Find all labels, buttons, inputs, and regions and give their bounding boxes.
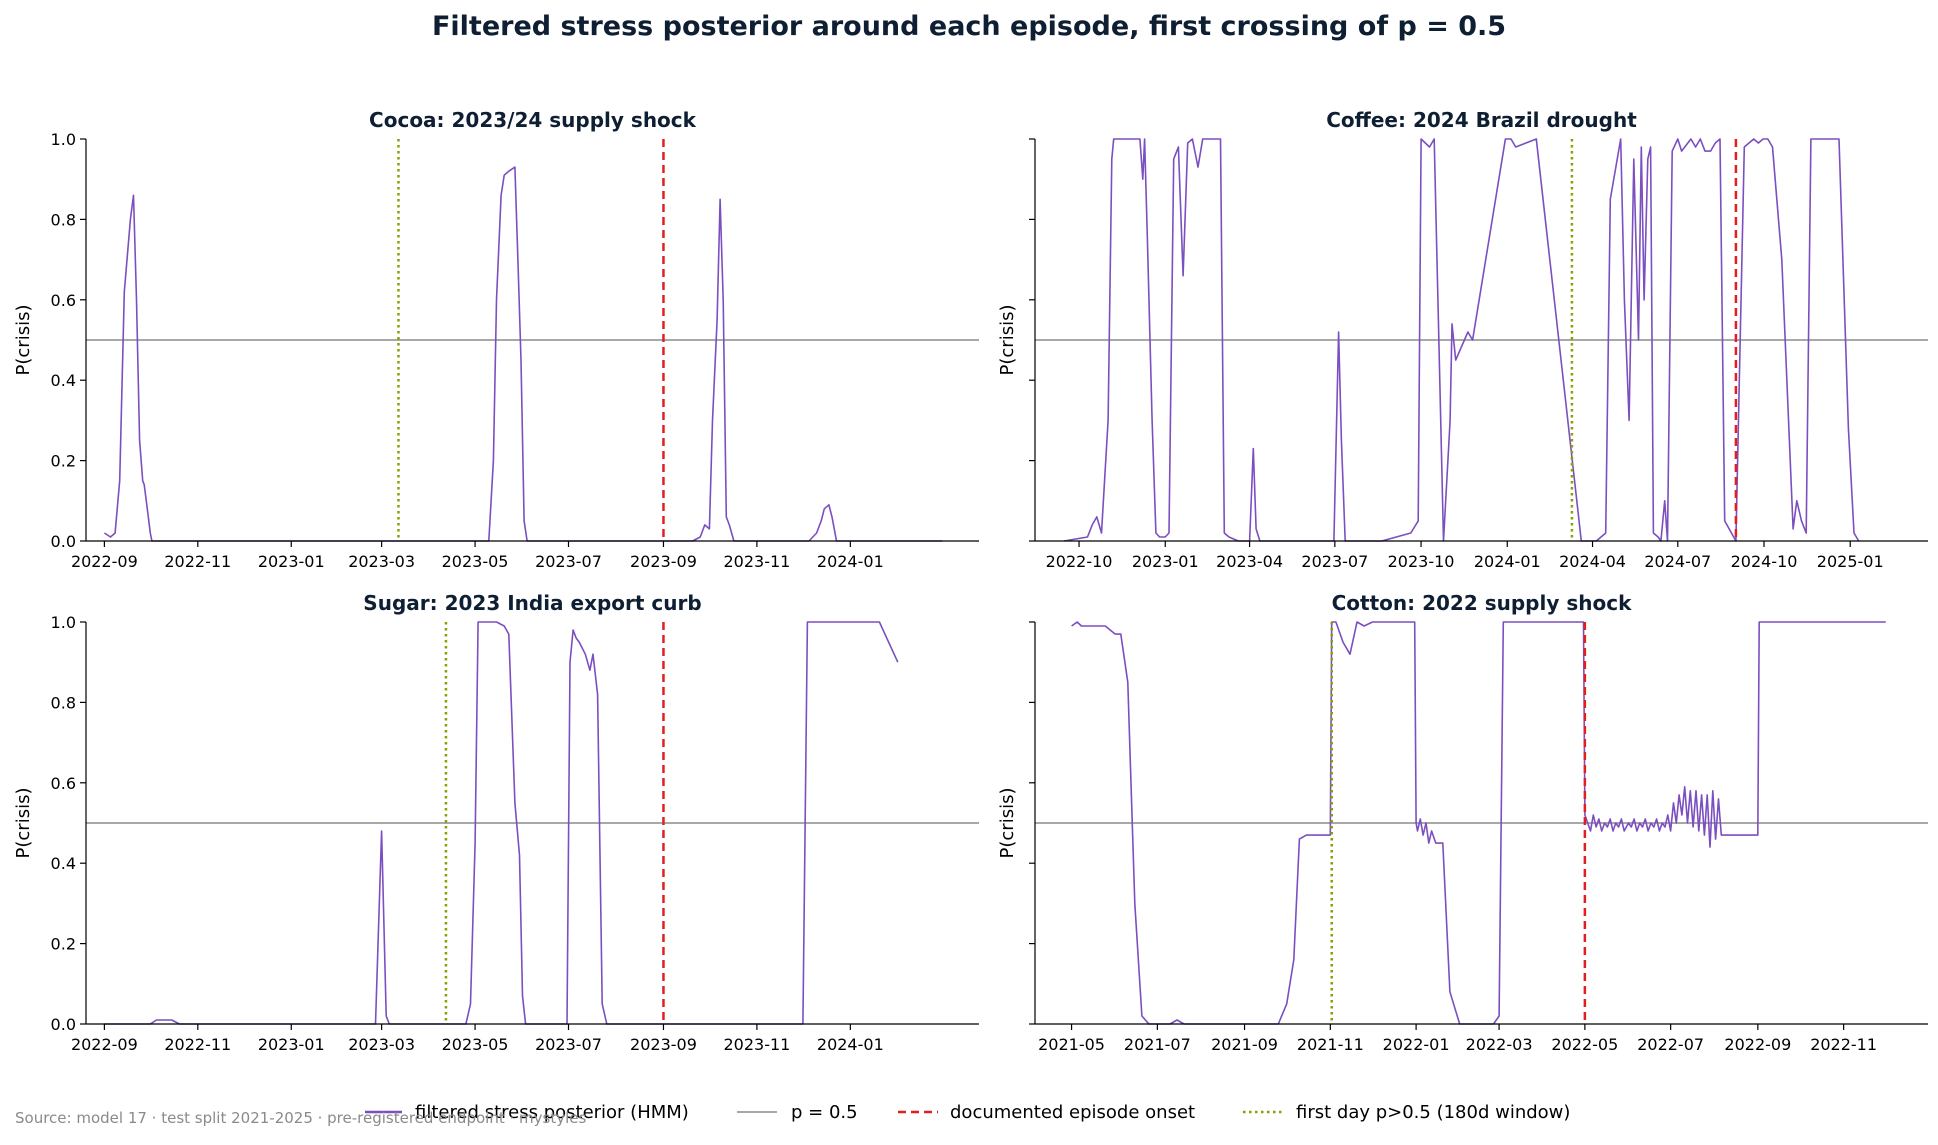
legend-label: filtered stress posterior (HMM) <box>415 1102 689 1123</box>
x-tick-label: 2021-09 <box>1211 1035 1278 1054</box>
x-tick-label: 2023-07 <box>1301 552 1368 571</box>
y-tick-label: 0.0 <box>51 532 76 551</box>
x-tick-label: 2021-07 <box>1124 1035 1191 1054</box>
posterior-line <box>103 166 943 542</box>
panel-coffee: Coffee: 2024 Brazil drought 2022-10 2023-… <box>997 108 1928 571</box>
x-tick-label: 2022-09 <box>1724 1035 1791 1054</box>
x-tick-label: 2023-07 <box>535 1035 602 1054</box>
figure-title: Filtered stress posterior around each ep… <box>432 11 1506 42</box>
x-tick-label: 2022-11 <box>164 552 231 571</box>
x-tick-label: 2022-07 <box>1637 1035 1704 1054</box>
posterior-line <box>1071 621 1886 1025</box>
y-tick-label: 0.6 <box>51 291 76 310</box>
legend-item-first-cross: first day p>0.5 (180d window) <box>1243 1102 1570 1123</box>
posterior-line <box>1063 138 1860 542</box>
y-tick-label: 1.0 <box>51 613 76 632</box>
x-tick-label: 2022-09 <box>71 1035 138 1054</box>
x-tick-label: 2021-05 <box>1038 1035 1105 1054</box>
x-tick-label: 2022-11 <box>164 1035 231 1054</box>
x-tick-label: 2023-10 <box>1388 552 1455 571</box>
x-tick-label: 2021-11 <box>1297 1035 1364 1054</box>
y-tick-label: 0.2 <box>51 935 76 954</box>
x-tick-label: 2022-05 <box>1551 1035 1618 1054</box>
legend-item-posterior: filtered stress posterior (HMM) <box>365 1102 689 1123</box>
panel-title: Cocoa: 2023/24 supply shock <box>369 108 697 132</box>
x-tick-label: 2023-05 <box>442 1035 509 1054</box>
x-tick-label: 2023-09 <box>630 1035 697 1054</box>
y-tick-label: 1.0 <box>51 130 76 149</box>
y-axis-label: P(crisis) <box>13 305 34 376</box>
panel-cocoa: Cocoa: 2023/24 supply shock 0.0 0.2 0.4 0.6… <box>13 108 979 571</box>
y-tick-label: 0.0 <box>51 1015 76 1034</box>
legend-label: documented episode onset <box>950 1102 1195 1123</box>
legend-item-onset: documented episode onset <box>898 1102 1195 1123</box>
panel-cotton: Cotton: 2022 supply shock 2021-05 2021-07… <box>997 591 1928 1054</box>
x-tick-label: 2023-07 <box>535 552 602 571</box>
x-tick-label: 2023-05 <box>442 552 509 571</box>
y-tick-label: 0.8 <box>51 210 76 229</box>
x-tick-label: 2024-01 <box>1474 552 1541 571</box>
y-tick-label: 0.8 <box>51 693 76 712</box>
source-note: Source: model 17 · test split 2021-2025 … <box>15 1109 586 1127</box>
legend: filtered stress posterior (HMM) p = 0.5 … <box>365 1102 1570 1123</box>
panel-title: Sugar: 2023 India export curb <box>363 591 701 615</box>
y-tick-label: 0.2 <box>51 452 76 471</box>
x-tick-label: 2022-11 <box>1810 1035 1877 1054</box>
x-tick-label: 2024-01 <box>817 1035 884 1054</box>
x-tick-label: 2022-09 <box>71 552 138 571</box>
x-tick-label: 2023-04 <box>1216 552 1283 571</box>
legend-label: first day p>0.5 (180d window) <box>1296 1102 1570 1123</box>
y-axis-label: P(crisis) <box>997 788 1018 859</box>
x-tick-label: 2023-01 <box>258 552 325 571</box>
x-tick-label: 2023-11 <box>723 1035 790 1054</box>
x-tick-label: 2023-03 <box>348 552 415 571</box>
y-axis-label: P(crisis) <box>13 788 34 859</box>
x-tick-label: 2024-07 <box>1644 552 1711 571</box>
x-tick-label: 2023-09 <box>630 552 697 571</box>
panel-sugar: Sugar: 2023 India export curb 0.0 0.2 0.4 0… <box>13 591 979 1054</box>
panel-title: Coffee: 2024 Brazil drought <box>1326 108 1637 132</box>
legend-item-threshold: p = 0.5 <box>737 1102 858 1123</box>
y-axis-label: P(crisis) <box>997 305 1018 376</box>
y-tick-label: 0.4 <box>51 371 76 390</box>
x-tick-label: 2024-10 <box>1731 552 1798 571</box>
legend-label: p = 0.5 <box>791 1102 858 1123</box>
x-tick-label: 2022-10 <box>1046 552 1113 571</box>
x-tick-label: 2024-04 <box>1559 552 1626 571</box>
y-tick-label: 0.6 <box>51 774 76 793</box>
x-tick-label: 2024-01 <box>817 552 884 571</box>
panel-title: Cotton: 2022 supply shock <box>1332 591 1632 615</box>
y-tick-label: 0.4 <box>51 854 76 873</box>
x-tick-label: 2022-03 <box>1466 1035 1533 1054</box>
x-tick-label: 2023-01 <box>1132 552 1199 571</box>
x-tick-label: 2023-03 <box>348 1035 415 1054</box>
x-tick-label: 2023-01 <box>258 1035 325 1054</box>
posterior-line <box>104 621 899 1025</box>
x-tick-label: 2023-11 <box>723 552 790 571</box>
x-tick-label: 2025-01 <box>1817 552 1884 571</box>
x-tick-label: 2022-01 <box>1383 1035 1450 1054</box>
